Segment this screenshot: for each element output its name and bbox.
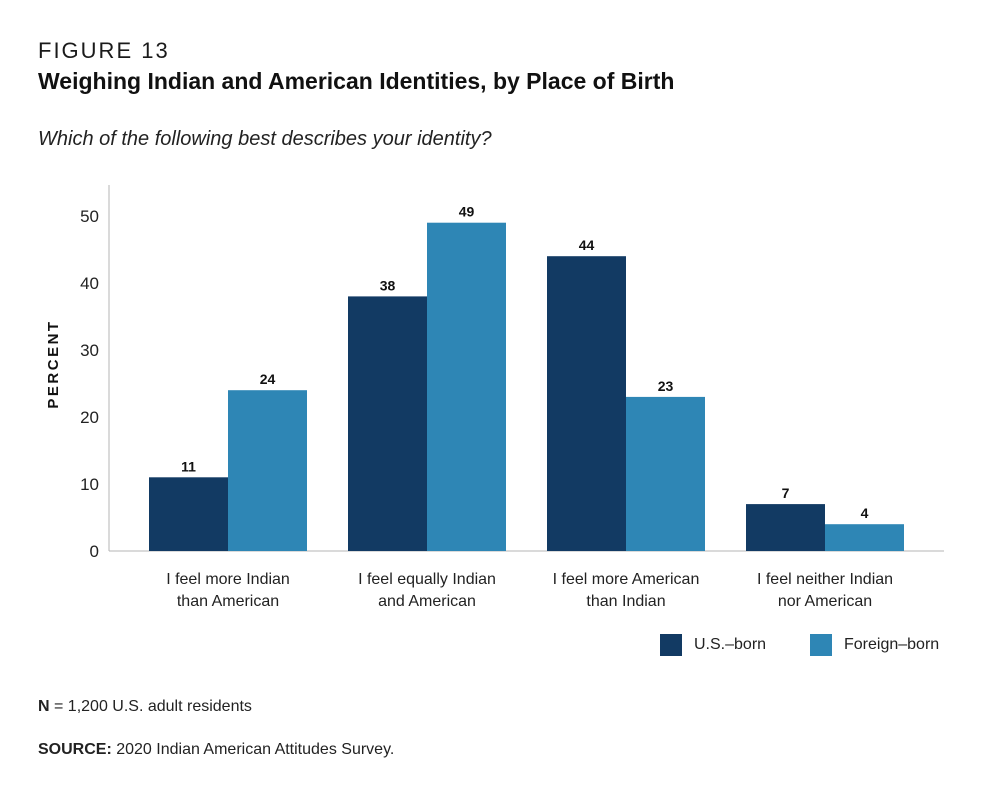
bar-value-label: 24 bbox=[260, 371, 276, 387]
figure-label: FIGURE 13 bbox=[38, 38, 170, 63]
category-label: I feel neither Indian nor American bbox=[757, 571, 893, 610]
sample-size-label: N bbox=[38, 698, 50, 715]
legend-us-born: U.S.–born bbox=[660, 632, 766, 658]
legend-label-foreign-born: Foreign–born bbox=[844, 636, 940, 653]
bar-value-label: 11 bbox=[181, 458, 196, 474]
category-label: I feel more American than Indian bbox=[553, 571, 700, 610]
sample-size-text: = 1,200 U.S. adult residents bbox=[49, 698, 252, 715]
bar-value-label: 44 bbox=[579, 237, 595, 253]
category-label: I feel equally Indian and American bbox=[358, 571, 496, 610]
y-tick-label: 30 bbox=[80, 341, 99, 360]
y-tick-label: 40 bbox=[80, 274, 99, 293]
source-label: SOURCE: bbox=[38, 741, 112, 758]
y-tick-label: 50 bbox=[80, 207, 99, 226]
bar-value-label: 23 bbox=[658, 378, 674, 394]
source-note: SOURCE: 2020 Indian American Attitudes S… bbox=[38, 741, 394, 759]
y-tick-label: 10 bbox=[80, 475, 99, 494]
bar-value-label: 49 bbox=[459, 204, 475, 220]
bar-us-born bbox=[547, 256, 626, 551]
sample-size-note: N = 1,200 U.S. adult residents bbox=[38, 698, 252, 716]
bar-foreign-born bbox=[626, 396, 705, 551]
bar-foreign-born bbox=[228, 390, 307, 551]
bar-foreign-born bbox=[427, 222, 506, 551]
bar-us-born bbox=[746, 504, 825, 551]
legend-foreign-born: Foreign–born bbox=[810, 632, 939, 658]
bar-value-label: 38 bbox=[380, 277, 396, 293]
y-axis-label: PERCENT bbox=[45, 319, 62, 408]
source-text: 2020 Indian American Attitudes Survey. bbox=[111, 741, 395, 758]
chart-subtitle: Which of the following best describes yo… bbox=[38, 128, 492, 150]
category-label: I feel more Indian than American bbox=[166, 571, 290, 610]
bar-us-born bbox=[348, 296, 427, 551]
y-tick-label: 0 bbox=[90, 542, 99, 561]
legend-swatch-us-born bbox=[660, 634, 682, 656]
chart-title: Weighing Indian and American Identities,… bbox=[38, 68, 675, 94]
legend-label-us-born: U.S.–born bbox=[694, 636, 767, 653]
bar-us-born bbox=[149, 477, 228, 551]
bar-value-label: 7 bbox=[782, 485, 790, 501]
bar-foreign-born bbox=[825, 524, 904, 551]
y-tick-label: 20 bbox=[80, 408, 99, 427]
legend-swatch-foreign-born bbox=[810, 634, 832, 656]
bar-value-label: 4 bbox=[861, 505, 869, 521]
